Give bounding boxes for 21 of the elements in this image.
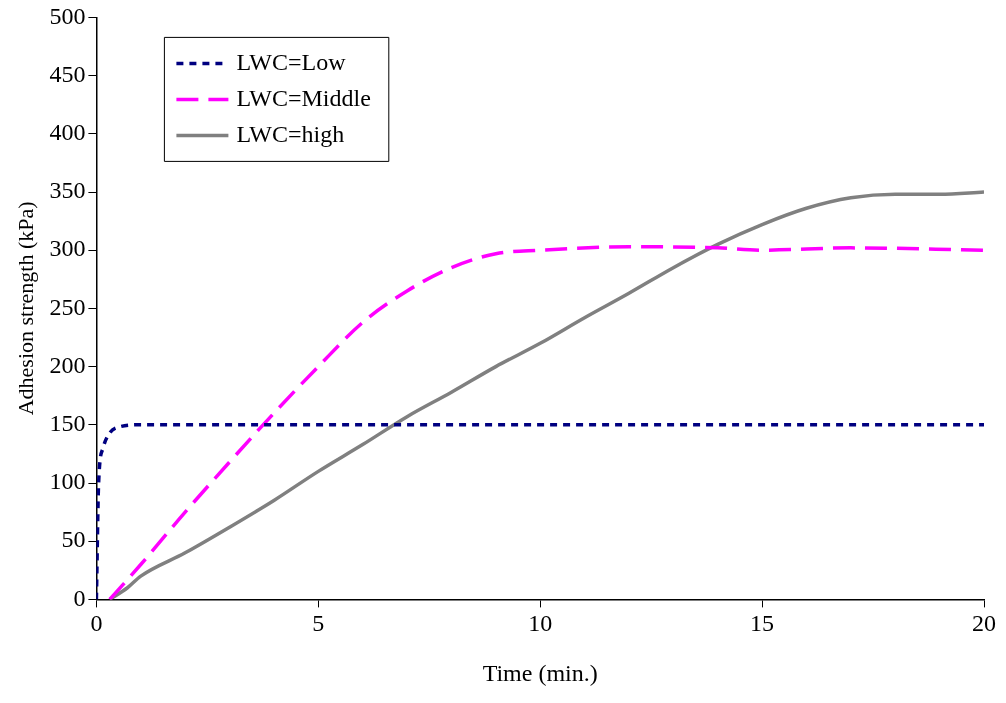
x-tick-label: 15 [750, 610, 775, 637]
y-tick-label: 450 [49, 60, 86, 87]
y-tick-label: 400 [49, 119, 86, 146]
y-tick-label: 250 [49, 293, 86, 320]
y-tick-label: 300 [49, 235, 86, 262]
x-axis-title: Time (min.) [482, 659, 598, 686]
y-tick-label: 150 [49, 410, 86, 437]
x-tick-label: 0 [90, 610, 103, 637]
legend-label: LWC=Middle [236, 84, 371, 111]
y-axis-title: Adhesion strength (kPa) [12, 201, 38, 416]
y-tick-label: 350 [49, 177, 86, 204]
x-tick-label: 5 [312, 610, 325, 637]
y-tick-label: 100 [49, 468, 86, 495]
legend-label: LWC=Low [236, 48, 347, 75]
y-tick-label: 500 [49, 2, 86, 29]
y-tick-label: 0 [73, 584, 86, 611]
x-tick-label: 20 [972, 610, 996, 637]
x-tick-label: 10 [528, 610, 553, 637]
y-tick-label: 200 [49, 351, 86, 378]
y-tick-label: 50 [61, 526, 86, 553]
legend-label: LWC=high [236, 120, 345, 147]
